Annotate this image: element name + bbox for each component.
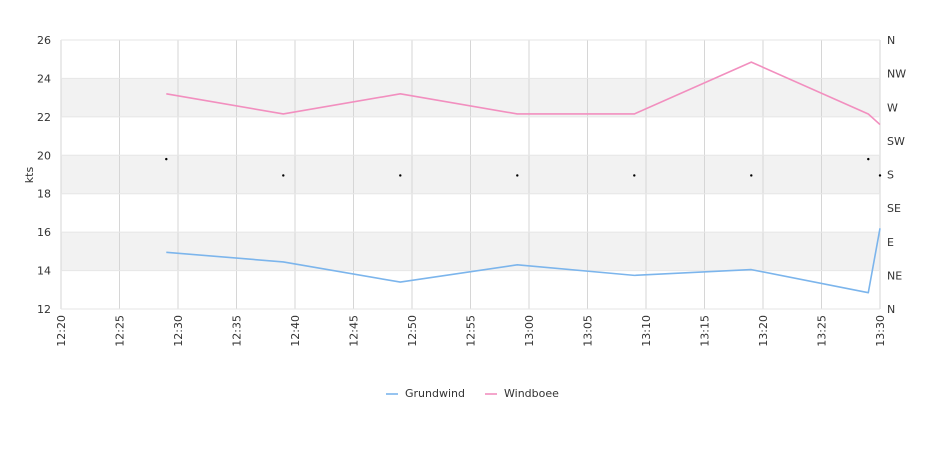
x-axis: 12:20 12:25 12:30 12:35 12:40 12:45 12:50 12:55… <box>55 315 887 347</box>
direction-marker <box>165 157 168 161</box>
direction-tick-label: W <box>887 101 898 114</box>
x-tick-label: 12:50 <box>406 315 419 347</box>
x-tick-label: 12:30 <box>172 315 185 347</box>
direction-marker <box>878 174 882 177</box>
series-line <box>166 228 881 294</box>
direction-tick-label: N <box>887 34 895 47</box>
direction-marker <box>282 174 285 177</box>
legend-item-label: Grundwind <box>405 387 465 400</box>
y-axis-right: N NE E SE S SW W NW N <box>887 34 906 316</box>
x-tick-label: 12:55 <box>465 315 478 347</box>
x-tick-label: 12:20 <box>55 315 68 347</box>
y-tick-label: 16 <box>37 226 51 239</box>
y-axis-title: kts <box>23 167 36 184</box>
direction-tick-label: N <box>887 303 895 316</box>
x-tick-label: 12:45 <box>348 315 361 347</box>
x-tick-label: 13:10 <box>640 315 653 347</box>
x-tick-label: 12:25 <box>114 315 127 347</box>
series-lines <box>166 61 881 294</box>
series-line <box>166 61 881 126</box>
direction-tick-label: NE <box>887 269 902 282</box>
x-tick-label: 13:30 <box>874 315 887 347</box>
legend-item-label: Windboee <box>504 387 559 400</box>
y-axis-left: 12 14 16 18 20 22 24 26 <box>37 34 51 316</box>
direction-tick-label: SW <box>887 135 905 148</box>
x-tick-label: 13:00 <box>523 315 536 347</box>
x-tick-label: 13:25 <box>816 315 829 347</box>
direction-marker <box>633 174 636 177</box>
direction-markers <box>165 157 882 177</box>
y-tick-label: 22 <box>37 111 51 124</box>
y-tick-label: 20 <box>37 149 51 162</box>
legend[interactable]: Grundwind Windboee <box>386 387 559 400</box>
x-tick-label: 13:05 <box>582 315 595 347</box>
y-tick-label: 12 <box>37 303 51 316</box>
direction-marker <box>750 174 753 177</box>
direction-tick-label: E <box>887 236 894 249</box>
y-tick-label: 24 <box>37 72 51 85</box>
direction-tick-label: SE <box>887 202 901 215</box>
x-tick-label: 13:20 <box>757 315 770 347</box>
x-tick-label: 12:40 <box>289 315 302 347</box>
direction-tick-label: S <box>887 169 894 182</box>
y-tick-label: 14 <box>37 265 51 278</box>
x-tick-label: 13:15 <box>699 315 712 347</box>
direction-marker <box>867 157 870 161</box>
y-tick-label: 18 <box>37 188 51 201</box>
horizontal-grid <box>61 39 880 310</box>
x-tick-label: 12:35 <box>231 315 244 347</box>
y-tick-label: 26 <box>37 34 51 47</box>
direction-marker <box>516 174 519 177</box>
direction-tick-label: NW <box>887 68 906 81</box>
direction-marker <box>399 174 402 177</box>
